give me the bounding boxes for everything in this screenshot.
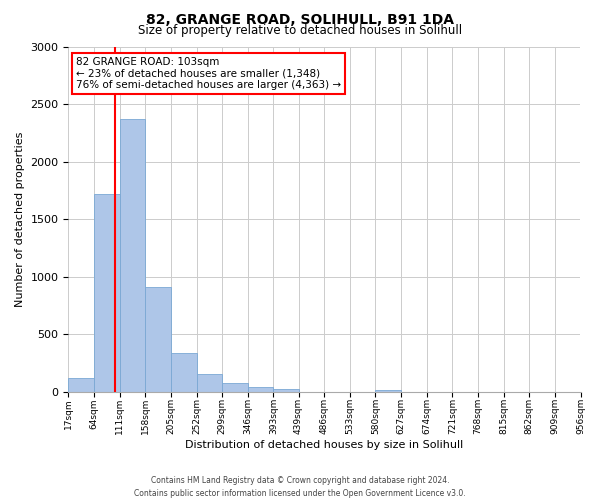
Bar [68, 378, 94, 392]
Y-axis label: Number of detached properties: Number of detached properties [15, 132, 25, 307]
Bar [248, 387, 274, 392]
Bar [197, 374, 222, 392]
Bar [119, 119, 145, 392]
Bar [222, 382, 248, 392]
Text: 82 GRANGE ROAD: 103sqm
← 23% of detached houses are smaller (1,348)
76% of semi-: 82 GRANGE ROAD: 103sqm ← 23% of detached… [76, 57, 341, 90]
Bar [145, 287, 171, 392]
Text: Contains HM Land Registry data © Crown copyright and database right 2024.
Contai: Contains HM Land Registry data © Crown c… [134, 476, 466, 498]
Bar [274, 389, 299, 392]
Text: 82, GRANGE ROAD, SOLIHULL, B91 1DA: 82, GRANGE ROAD, SOLIHULL, B91 1DA [146, 12, 454, 26]
Bar [94, 194, 119, 392]
Bar [376, 390, 401, 392]
Bar [171, 352, 197, 392]
Text: Size of property relative to detached houses in Solihull: Size of property relative to detached ho… [138, 24, 462, 37]
X-axis label: Distribution of detached houses by size in Solihull: Distribution of detached houses by size … [185, 440, 464, 450]
